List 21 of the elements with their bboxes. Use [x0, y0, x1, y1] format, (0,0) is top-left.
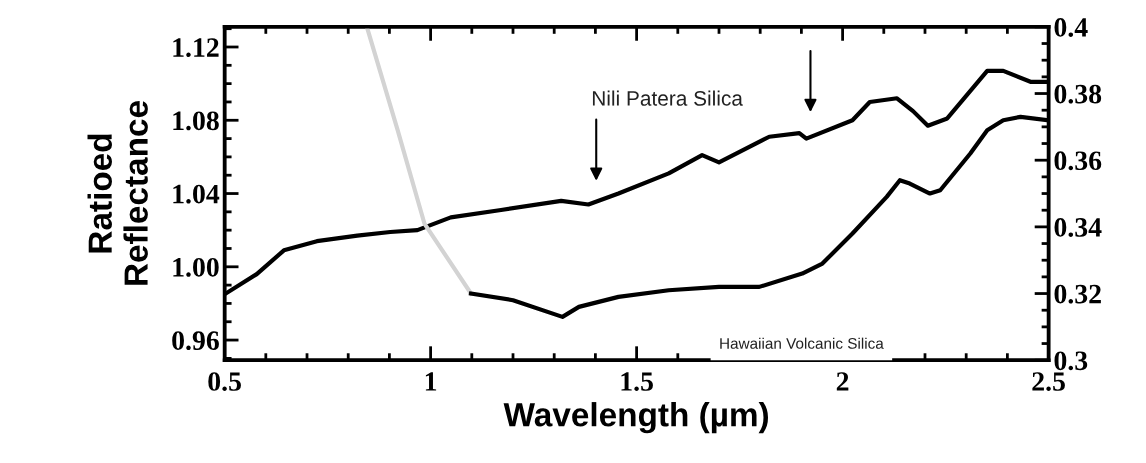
y2-tick-label: 0.38 — [1054, 84, 1102, 104]
y-tick-label: 0.96 — [172, 331, 219, 351]
y2-tick-label: 0.34 — [1054, 218, 1102, 237]
annotation: Nili Patera Silica — [592, 90, 743, 106]
y-tick-label: 1.00 — [173, 257, 219, 277]
x-tick-label: 1 — [425, 372, 437, 391]
y-tick-label: 1.08 — [173, 111, 219, 131]
y2-tick-label: 0.4 — [1054, 18, 1088, 37]
x-tick-label: 0.5 — [208, 372, 241, 391]
y-tick-label: 1.04 — [173, 184, 220, 204]
x-tick-label: 2 — [836, 372, 849, 391]
x-tick-label: 2.5 — [1032, 372, 1065, 391]
y2-tick-label: 0.3 — [1054, 351, 1088, 371]
x-axis-title: Wavelength (µm) — [503, 402, 769, 434]
line-series — [365, 26, 474, 296]
y2-tick-label: 0.32 — [1054, 284, 1101, 304]
y-tick-label: 1.12 — [173, 38, 219, 58]
y2-tick-label: 0.36 — [1054, 151, 1102, 171]
x-tick-label: 1.5 — [621, 372, 653, 391]
y-axis-title: Ratioed Reflectance — [87, 101, 148, 285]
annotation: Hawaiian Volcanic Silica — [720, 337, 884, 349]
